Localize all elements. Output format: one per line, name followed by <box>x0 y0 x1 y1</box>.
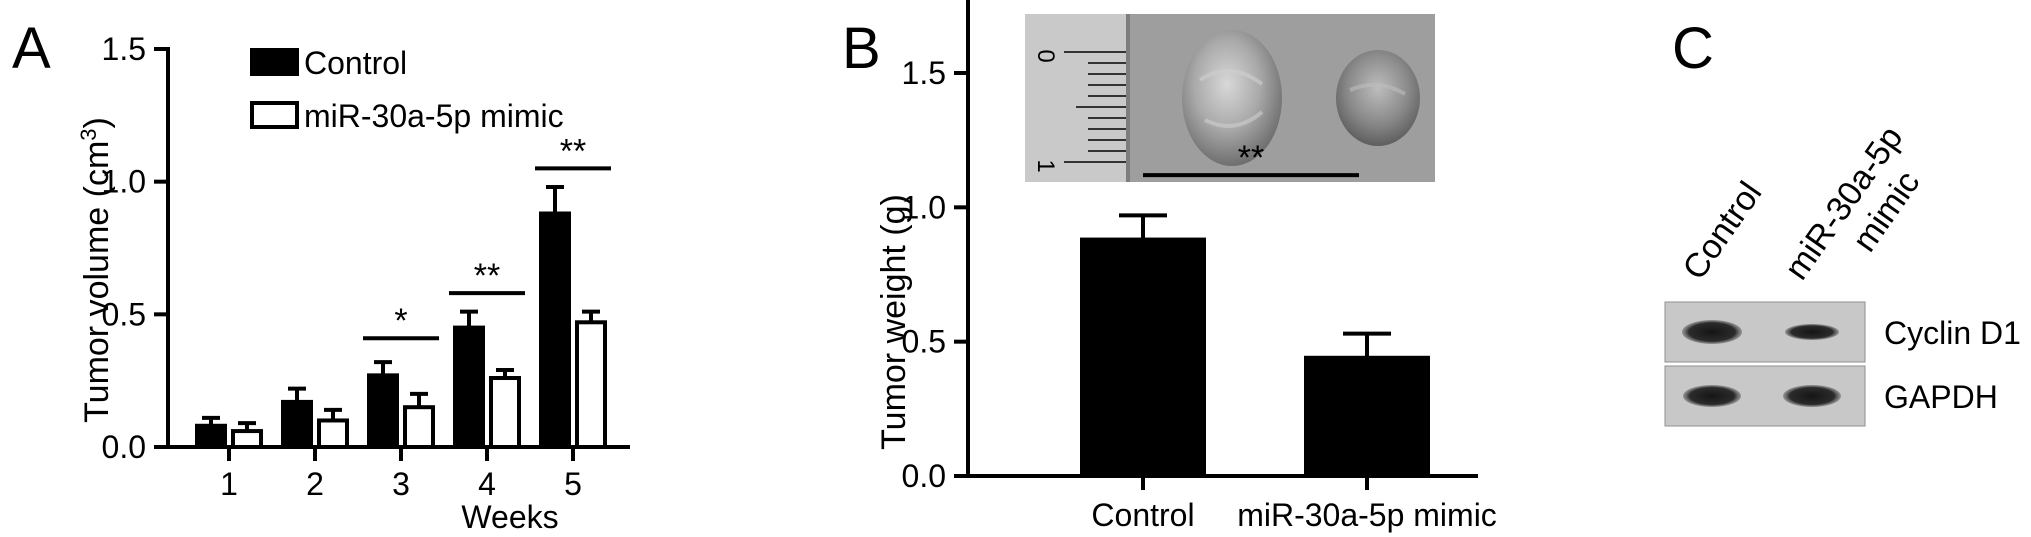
panel-a-y-tick-label: 1.0 <box>102 164 146 200</box>
panel-a-legend: Control miR-30a-5p mimic <box>250 45 564 134</box>
panel-a-x-tick-label: 4 <box>478 466 496 502</box>
ruler-label-zero: 0 <box>1032 49 1059 62</box>
panel-a-bar-control <box>453 325 485 450</box>
legend-label-control: Control <box>304 45 407 81</box>
tumor-control <box>1182 30 1282 166</box>
panel-letter-c: C <box>1672 16 1714 81</box>
panel-a-x-tick-label: 3 <box>392 466 410 502</box>
panel-b-y-axis: 0.0 0.5 1.0 1.5 <box>902 0 970 494</box>
panel-b-y-axis-label: Tumor weight (g) <box>875 194 913 450</box>
panel-a-bar-mimic <box>575 320 607 449</box>
panel-b-bar <box>1304 355 1430 478</box>
panel-a-x-tick-label: 1 <box>220 466 238 502</box>
panel-b-y-tick-label: 0.5 <box>902 324 946 360</box>
panel-b: B Tumor weight (g) 0 1 0.0 0.5 1.0 1.5 Cont… <box>842 0 1497 533</box>
blot-band-gapdh-control <box>1683 385 1741 407</box>
panel-a-y-axis-label: Tumor volume (cm3) <box>76 117 116 423</box>
panel-b-bar <box>1080 237 1206 478</box>
tumor-mimic <box>1336 50 1420 146</box>
panel-a-bar-control <box>195 423 227 450</box>
ruler-ticks <box>1064 51 1126 163</box>
panel-a-y-axis: 0.0 0.5 1.0 1.5 <box>102 31 170 465</box>
panel-a-bar-control <box>367 373 399 449</box>
panel-b-bars <box>1080 213 1430 478</box>
panel-a-bar-mimic <box>317 418 349 450</box>
blot-row-gapdh: GAPDH <box>1664 365 1998 427</box>
panel-a-bar-control <box>539 211 571 449</box>
tumor-control-texture <box>1198 68 1264 128</box>
panel-b-x-axis: Control miR-30a-5p mimic <box>966 474 1497 533</box>
panel-a-x-axis-label: Weeks <box>461 499 558 535</box>
legend-label-mimic: miR-30a-5p mimic <box>304 98 564 134</box>
panel-letter-a: A <box>12 16 51 81</box>
panel-b-x-tick-label: Control <box>1091 497 1194 533</box>
panel-b-y-tick-label: 0.0 <box>902 458 946 494</box>
panel-b-significance: ** <box>1143 139 1359 178</box>
tumor-mimic-texture <box>1349 82 1407 96</box>
panel-a-bar-mimic <box>403 405 435 450</box>
panel-a-significance-label: * <box>394 302 407 340</box>
panel-a-x-tick-label: 5 <box>564 466 582 502</box>
panel-a-significance: ***** <box>363 132 611 341</box>
panel-letter-b: B <box>842 16 881 81</box>
panel-a-x-axis: 1 2 3 4 5 <box>166 445 630 502</box>
blot-band-cyclin-d1-control <box>1682 320 1742 344</box>
panel-a-y-tick-label: 0.0 <box>102 429 146 465</box>
tumor-photo: 0 1 <box>1025 14 1435 182</box>
panel-a-y-axis-label-main: Tumor volume (cm <box>78 141 116 423</box>
panel-b-y-tick-label: 1.5 <box>902 55 946 91</box>
panel-a-y-tick-label: 1.5 <box>102 31 146 67</box>
ruler-edge <box>1126 14 1130 182</box>
panel-b-y-tick-label: 1.0 <box>902 189 946 225</box>
panel-a-significance-label: ** <box>560 132 586 170</box>
panel-a-bars <box>195 184 607 450</box>
panel-a-bar-control <box>281 399 313 450</box>
panel-a-y-tick-label: 0.5 <box>102 296 146 332</box>
blot-lane-label-control: Control <box>1675 175 1769 287</box>
ruler-label-one: 1 <box>1032 159 1059 172</box>
panel-a-bar-mimic <box>231 429 263 449</box>
panel-a-y-axis-label-close: ) <box>78 117 116 128</box>
blot-row-label-cyclin-d1: Cyclin D1 <box>1884 315 2021 351</box>
panel-c: C Control miR-30a-5p mimic Cyclin D1 GAP… <box>1664 16 2021 427</box>
panel-a-bar-mimic <box>489 376 521 449</box>
legend-swatch-control <box>250 48 299 76</box>
blot-row-label-gapdh: GAPDH <box>1884 379 1998 415</box>
blot-row-cyclin-d1: Cyclin D1 <box>1664 301 2021 363</box>
panel-a-significance-label: ** <box>474 257 500 295</box>
panel-a-x-tick-label: 2 <box>306 466 324 502</box>
blot-band-cyclin-d1-mimic <box>1785 324 1839 340</box>
ruler <box>1025 14 1130 182</box>
panel-b-significance-label: ** <box>1238 139 1264 177</box>
blot-band-gapdh-mimic <box>1783 385 1841 407</box>
panel-b-x-tick-label: miR-30a-5p mimic <box>1237 497 1497 533</box>
panel-a-y-axis-label-sup: 3 <box>76 128 101 140</box>
legend-swatch-mimic <box>250 101 299 129</box>
